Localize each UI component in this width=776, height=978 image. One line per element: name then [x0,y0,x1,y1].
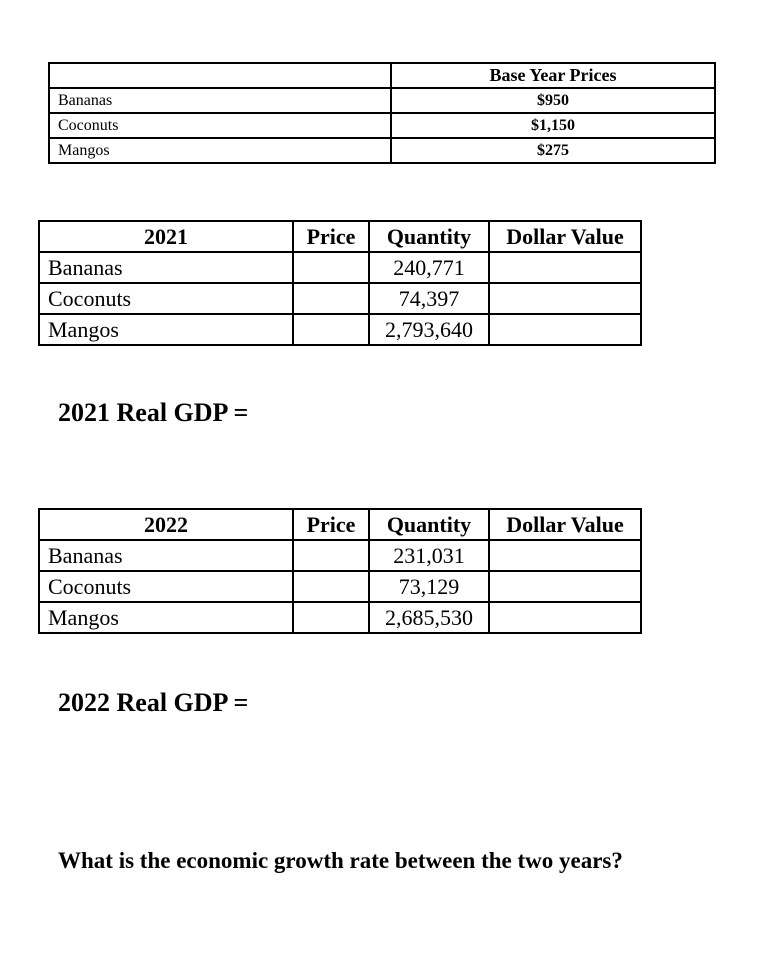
empty-header-cell [48,62,392,89]
year-2021-table: 2021 Price Quantity Dollar Value Bananas… [38,220,642,346]
quantity-cell: 240,771 [368,251,490,284]
year-2022-table: 2022 Price Quantity Dollar Value Bananas… [38,508,642,634]
table-header-row: 2021 Price Quantity Dollar Value [38,220,642,253]
dollar-value-cell[interactable] [488,282,642,315]
dollar-value-cell[interactable] [488,251,642,284]
item-name: Bananas [38,251,294,284]
quantity-cell: 2,685,530 [368,601,490,634]
price-cell[interactable] [292,570,370,603]
year-header: 2022 [38,508,294,541]
table-row: Mangos 2,685,530 [38,601,642,634]
item-name: Bananas [38,539,294,572]
table-row: Mangos 2,793,640 [38,313,642,346]
dollar-value-cell[interactable] [488,539,642,572]
table-row: Mangos $275 [48,137,716,164]
price-header: Price [292,220,370,253]
gdp-2021-label: 2021 Real GDP = [58,398,249,427]
item-price: $950 [390,87,716,114]
price-cell[interactable] [292,313,370,346]
item-name: Bananas [48,87,392,114]
dollar-value-header: Dollar Value [488,508,642,541]
quantity-header: Quantity [368,508,490,541]
quantity-cell: 73,129 [368,570,490,603]
quantity-cell: 231,031 [368,539,490,572]
year-header: 2021 [38,220,294,253]
base-year-prices-header: Base Year Prices [390,62,716,89]
item-name: Mangos [38,601,294,634]
dollar-value-header: Dollar Value [488,220,642,253]
table-row: Coconuts 73,129 [38,570,642,603]
price-cell[interactable] [292,539,370,572]
item-name: Mangos [48,137,392,164]
quantity-header: Quantity [368,220,490,253]
dollar-value-cell[interactable] [488,601,642,634]
item-name: Mangos [38,313,294,346]
gdp-2022-label: 2022 Real GDP = [58,688,249,717]
price-cell[interactable] [292,282,370,315]
table-header-row: Base Year Prices [48,62,716,89]
item-price: $275 [390,137,716,164]
table-row: Coconuts $1,150 [48,112,716,139]
dollar-value-cell[interactable] [488,570,642,603]
price-header: Price [292,508,370,541]
table-row: Bananas 240,771 [38,251,642,284]
table-header-row: 2022 Price Quantity Dollar Value [38,508,642,541]
base-year-prices-table: Base Year Prices Bananas $950 Coconuts $… [48,62,716,164]
item-name: Coconuts [38,282,294,315]
item-name: Coconuts [38,570,294,603]
price-cell[interactable] [292,251,370,284]
item-name: Coconuts [48,112,392,139]
table-row: Bananas 231,031 [38,539,642,572]
growth-rate-question: What is the economic growth rate between… [58,848,623,873]
item-price: $1,150 [390,112,716,139]
quantity-cell: 2,793,640 [368,313,490,346]
quantity-cell: 74,397 [368,282,490,315]
table-row: Coconuts 74,397 [38,282,642,315]
price-cell[interactable] [292,601,370,634]
dollar-value-cell[interactable] [488,313,642,346]
table-row: Bananas $950 [48,87,716,114]
